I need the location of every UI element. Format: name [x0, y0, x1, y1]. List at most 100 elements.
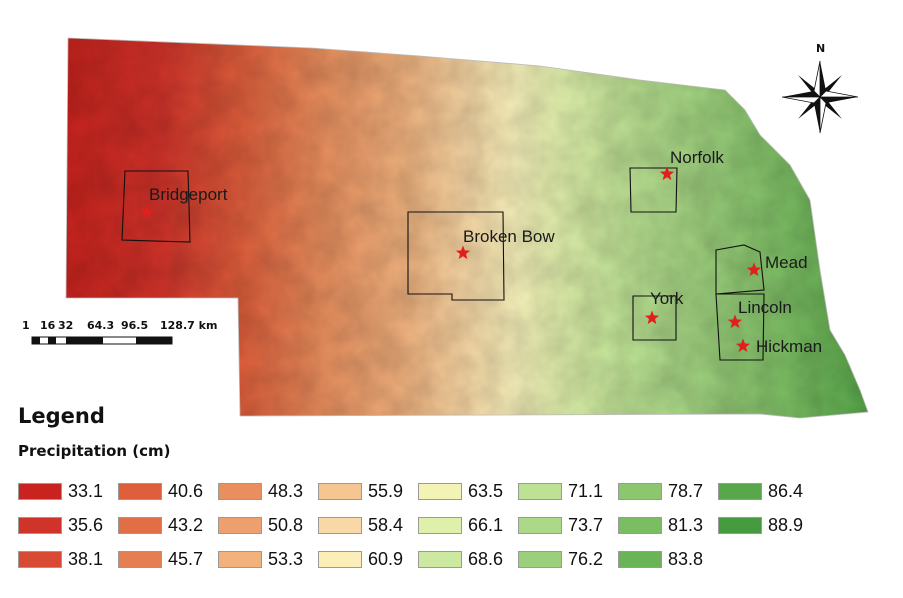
north-label: N: [816, 42, 825, 55]
legend-swatch: [418, 482, 462, 500]
star-icon: [735, 338, 751, 353]
legend-value: 43.2: [168, 514, 204, 535]
city-marker: Broken Bow: [455, 227, 555, 260]
legend-value: 53.3: [268, 548, 304, 569]
legend-subtitle: Precipitation (cm): [18, 442, 171, 460]
legend-swatch: [318, 516, 362, 534]
scale-tick-label: 16: [40, 319, 56, 332]
legend-item: 66.1: [418, 508, 518, 542]
county-boundaries: [121, 167, 765, 361]
legend-swatch: [218, 482, 262, 500]
legend-item: 53.3: [218, 542, 318, 576]
legend-item: 83.8: [618, 542, 718, 576]
legend-item: 33.1: [18, 474, 118, 508]
city-marker: York: [644, 289, 684, 325]
city-label: Mead: [765, 253, 808, 272]
legend-swatch: [418, 516, 462, 534]
city-label: Broken Bow: [463, 227, 555, 246]
legend-swatch: [118, 516, 162, 534]
legend-item: 81.3: [618, 508, 718, 542]
legend-swatch: [18, 516, 62, 534]
legend-item: 68.6: [418, 542, 518, 576]
star-icon: [455, 245, 471, 260]
legend-item: 38.1: [18, 542, 118, 576]
legend-swatch: [218, 516, 262, 534]
legend-value: 73.7: [568, 514, 604, 535]
legend-item: 50.8: [218, 508, 318, 542]
legend-value: 68.6: [468, 548, 504, 569]
legend-item: 71.1: [518, 474, 618, 508]
city-markers: Bridgeport Broken Bow Norfolk Mead York Linco…: [139, 148, 822, 356]
legend-item: 76.2: [518, 542, 618, 576]
scale-tick-label: 128.7 km: [160, 319, 217, 332]
county-york: [632, 295, 677, 341]
scale-bar: 1 16 32 64.3 96.5 128.7 km: [22, 319, 217, 345]
legend-swatch: [718, 516, 762, 534]
county-broken-bow: [407, 211, 505, 301]
city-label: York: [650, 289, 684, 308]
legend-swatch: [518, 482, 562, 500]
legend-swatch: [318, 550, 362, 568]
legend-item: 78.7: [618, 474, 718, 508]
legend-value: 66.1: [468, 514, 504, 535]
legend-item: 60.9: [318, 542, 418, 576]
legend-swatch: [718, 482, 762, 500]
legend-item: 35.6: [18, 508, 118, 542]
legend-value: 83.8: [668, 548, 704, 569]
legend-item: 40.6: [118, 474, 218, 508]
legend-item: 86.4: [718, 474, 818, 508]
legend-value: 76.2: [568, 548, 604, 569]
legend-value: 88.9: [768, 514, 804, 535]
legend-swatch: [418, 550, 462, 568]
legend-item: 88.9: [718, 508, 818, 542]
city-marker: Norfolk: [659, 148, 724, 181]
legend-value: 86.4: [768, 480, 804, 501]
legend-swatch: [18, 550, 62, 568]
city-label: Hickman: [756, 337, 822, 356]
city-label: Bridgeport: [149, 185, 228, 204]
legend-swatch: [618, 516, 662, 534]
star-icon: [139, 204, 155, 219]
city-marker: Bridgeport: [139, 185, 228, 219]
legend-value: 35.6: [68, 514, 104, 535]
county-bridgeport: [121, 170, 191, 243]
star-icon: [727, 314, 743, 329]
legend-value: 71.1: [568, 480, 604, 501]
legend-value: 81.3: [668, 514, 704, 535]
legend-value: 33.1: [68, 480, 104, 501]
legend-item: 58.4: [318, 508, 418, 542]
legend-item: 43.2: [118, 508, 218, 542]
legend-value: 78.7: [668, 480, 704, 501]
legend-swatch: [118, 550, 162, 568]
legend-item: 48.3: [218, 474, 318, 508]
legend-swatch: [218, 550, 262, 568]
star-icon: [659, 166, 675, 181]
city-label: Lincoln: [738, 298, 792, 317]
legend-swatch: [118, 482, 162, 500]
legend-swatch: [18, 482, 62, 500]
county-lincoln: [715, 293, 765, 361]
legend-value: 40.6: [168, 480, 204, 501]
legend-value: 55.9: [368, 480, 404, 501]
city-marker: Mead: [746, 253, 808, 277]
legend-value: 60.9: [368, 548, 404, 569]
legend-item: 55.9: [318, 474, 418, 508]
legend-item: 73.7: [518, 508, 618, 542]
legend-swatch: [618, 482, 662, 500]
legend-value: 50.8: [268, 514, 304, 535]
legend-title: Legend: [18, 404, 105, 428]
scale-tick-label: 64.3: [87, 319, 114, 332]
legend-value: 58.4: [368, 514, 404, 535]
legend-value: 45.7: [168, 548, 204, 569]
legend-value: 48.3: [268, 480, 304, 501]
legend-swatch: [518, 516, 562, 534]
legend-swatch: [318, 482, 362, 500]
city-marker: Lincoln: [727, 298, 792, 329]
star-icon: [746, 262, 762, 277]
north-arrow: N: [781, 42, 859, 134]
city-marker: Hickman: [735, 337, 822, 356]
legend-value: 38.1: [68, 548, 104, 569]
county-mead: [715, 244, 765, 295]
scale-tick-label: 1: [22, 319, 30, 332]
scale-tick-label: 32: [58, 319, 73, 332]
